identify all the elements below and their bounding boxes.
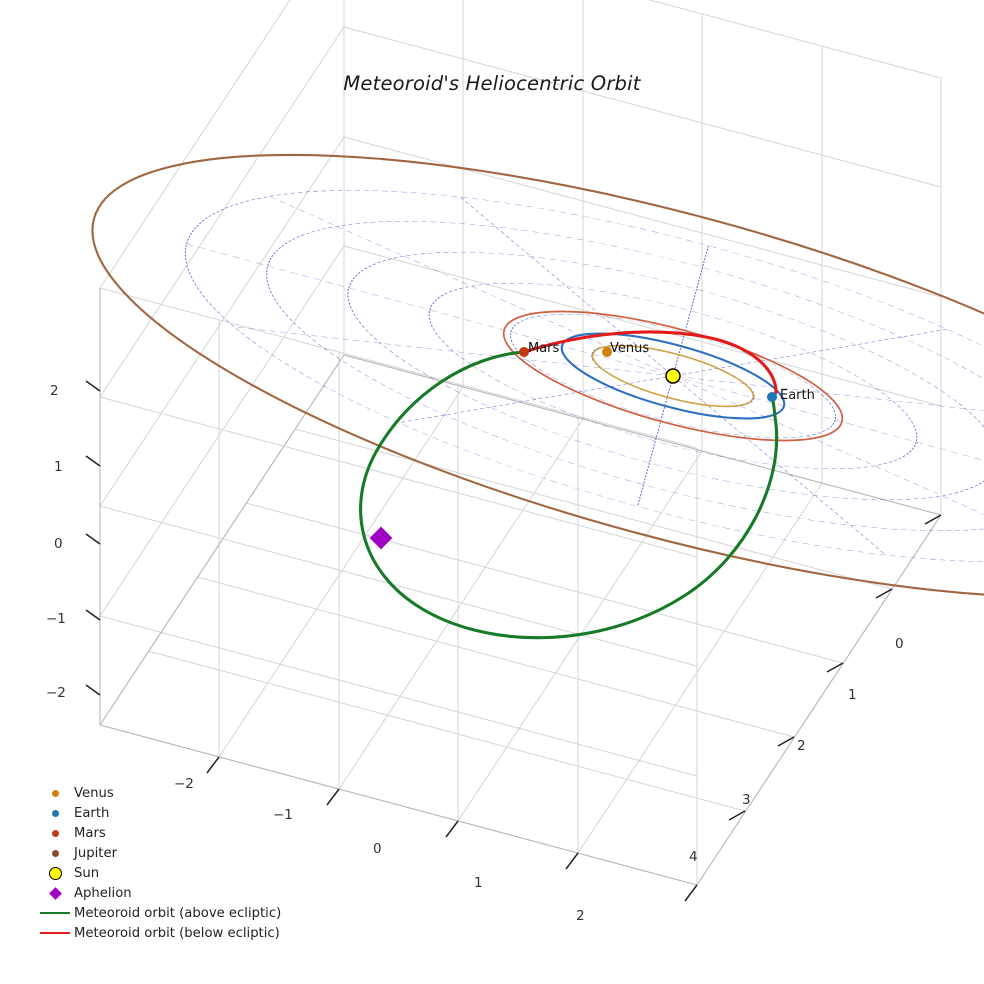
orbit-jupiter xyxy=(91,153,984,599)
legend-item-label: Meteoroid orbit (above ecliptic) xyxy=(74,905,282,921)
tick-label-z-1: 1 xyxy=(54,459,63,475)
legend-item-label: Jupiter xyxy=(74,845,117,861)
legend-item-label: Mars xyxy=(74,825,106,841)
tick-label-y-0: 0 xyxy=(895,636,904,652)
legend-item-label: Venus xyxy=(74,785,114,801)
tick-label-x-0: −2 xyxy=(174,776,194,792)
marker-aphelion xyxy=(369,526,393,550)
legend-marker-line xyxy=(36,903,74,923)
legend-circle-marker-icon xyxy=(48,866,62,880)
legend-diamond-marker-icon xyxy=(48,886,62,900)
legend-circle-marker-icon xyxy=(51,849,59,857)
grid-back-rails xyxy=(343,0,942,407)
marker-sun xyxy=(665,368,681,384)
axes-grid xyxy=(99,0,942,886)
chart-title: Meteoroid's Heliocentric Orbit xyxy=(343,72,641,95)
tick-label-y-1: 1 xyxy=(848,687,857,703)
legend-item-label: Meteoroid orbit (below ecliptic) xyxy=(74,925,280,941)
legend-item-venus[interactable]: Venus xyxy=(36,783,306,803)
legend-circle-marker-icon xyxy=(51,829,59,837)
tick-label-y-2: 2 xyxy=(797,738,806,754)
legend-circle-marker-icon xyxy=(51,809,59,817)
legend-item-jupiter[interactable]: Jupiter xyxy=(36,843,306,863)
legend-marker-circle xyxy=(36,823,74,843)
meteoroid-orbit-below-ecliptic xyxy=(522,330,778,399)
tick-label-y-4: 4 xyxy=(689,849,698,865)
marker-earth xyxy=(767,392,777,402)
legend-marker-diamond xyxy=(36,883,74,903)
tick-label-y-3: 3 xyxy=(742,792,751,808)
orbit-earth xyxy=(560,332,786,420)
tick-marks xyxy=(85,380,942,902)
annotation-mars: Mars xyxy=(528,341,560,356)
tick-label-x-2: 0 xyxy=(373,841,382,857)
legend-item-aphelion[interactable]: Aphelion xyxy=(36,883,306,903)
tick-label-z-0: 2 xyxy=(50,383,59,399)
legend-item-meteoroid-orbit-below-ecliptic[interactable]: Meteoroid orbit (below ecliptic) xyxy=(36,923,306,943)
marker-mars xyxy=(519,347,529,357)
tick-label-z-2: 0 xyxy=(54,536,63,552)
legend-circle-marker-icon xyxy=(51,789,59,797)
legend-item-label: Earth xyxy=(74,805,110,821)
polar-grid xyxy=(184,190,984,562)
annotation-earth: Earth xyxy=(780,388,815,403)
legend-marker-circle xyxy=(36,803,74,823)
meteoroid-orbit-above-ecliptic xyxy=(359,350,779,640)
tick-label-z-3: −1 xyxy=(46,611,66,627)
legend-item-label: Sun xyxy=(74,865,100,881)
legend-marker-circle xyxy=(36,843,74,863)
legend: Venus Earth Mars Jupiter Sun Aphelion Meteoroi… xyxy=(36,783,306,943)
tick-label-x-3: 1 xyxy=(474,875,483,891)
legend-marker-line xyxy=(36,923,74,943)
orbit-venus xyxy=(591,344,755,408)
legend-item-sun[interactable]: Sun xyxy=(36,863,306,883)
legend-line-swatch-icon xyxy=(40,912,70,914)
orbit-mars xyxy=(502,310,844,442)
grid-back-left-wall xyxy=(99,0,345,617)
legend-item-label: Aphelion xyxy=(74,885,132,901)
marker-venus xyxy=(602,347,612,357)
legend-marker-circle xyxy=(36,783,74,803)
legend-item-earth[interactable]: Earth xyxy=(36,803,306,823)
tick-label-x-1: −1 xyxy=(273,807,293,823)
legend-item-mars[interactable]: Mars xyxy=(36,823,306,843)
annotation-venus: Venus xyxy=(610,341,650,356)
legend-marker-circle xyxy=(36,863,74,883)
legend-line-swatch-icon xyxy=(40,932,70,934)
tick-label-x-4: 2 xyxy=(576,908,585,924)
legend-item-meteoroid-orbit-above-ecliptic[interactable]: Meteoroid orbit (above ecliptic) xyxy=(36,903,306,923)
tick-label-z-4: −2 xyxy=(46,685,66,701)
